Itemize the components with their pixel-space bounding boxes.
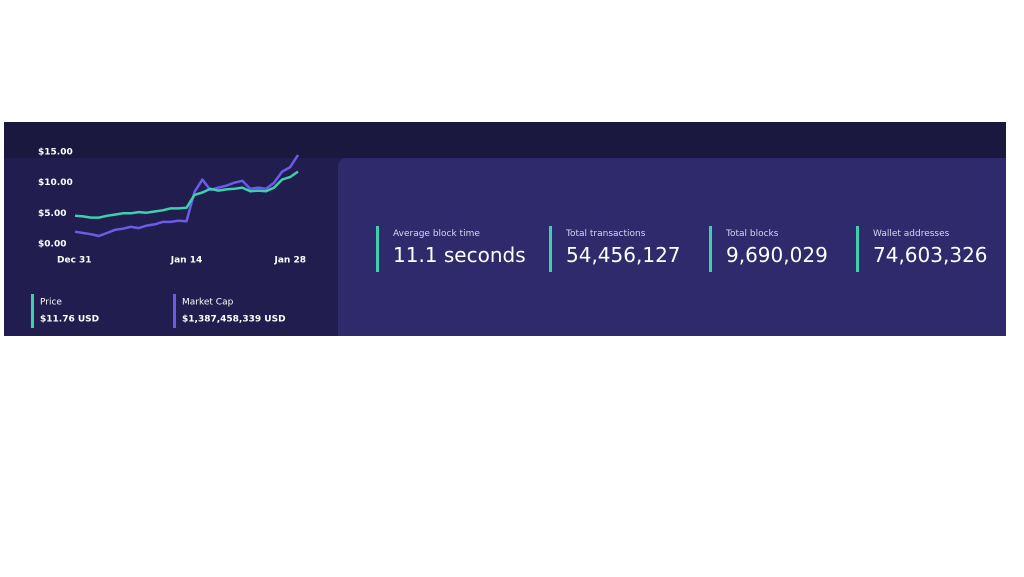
legend-label: Price	[40, 298, 62, 308]
y-tick-label: $10.00	[38, 178, 73, 188]
chart: $0.00 $5.00 $10.00 $15.00 Dec 31 Jan 14 Jan 28…	[31, 148, 307, 328]
stat-label: Total transactions	[566, 229, 646, 239]
stat-value: 11.1 seconds	[393, 243, 526, 267]
y-tick-label: $15.00	[38, 148, 73, 158]
stat-value: 54,456,127	[566, 243, 681, 267]
stat: Total blocks 9,690,029	[709, 226, 828, 272]
x-tick-label: Jan 14	[170, 256, 203, 266]
legend-value: $11.76 USD	[40, 315, 99, 325]
stat-value: 74,603,326	[873, 243, 988, 267]
top-strip	[4, 122, 1006, 158]
legend-label: Market Cap	[182, 298, 234, 308]
y-tick-label: $5.00	[38, 209, 66, 219]
series-line	[74, 170, 299, 219]
stat-label: Total blocks	[726, 229, 779, 239]
series-line	[74, 154, 300, 238]
x-tick-label: Dec 31	[57, 256, 92, 266]
stat: Average block time 11.1 seconds	[376, 226, 526, 272]
legend-swatch	[173, 294, 176, 328]
stat: Wallet addresses 74,603,326	[856, 226, 988, 272]
legend-value: $1,387,458,339 USD	[182, 315, 286, 325]
stat-label: Average block time	[393, 229, 480, 239]
stat: Total transactions 54,456,127	[549, 226, 681, 272]
x-tick-label: Jan 28	[274, 256, 307, 266]
legend-swatch	[31, 294, 34, 328]
stat-label: Wallet addresses	[873, 229, 950, 239]
y-tick-label: $0.00	[38, 240, 66, 250]
stat-value: 9,690,029	[726, 243, 828, 267]
stats-card	[338, 158, 1006, 336]
stats-panel: Average block time 11.1 seconds Total tra…	[4, 122, 1006, 336]
